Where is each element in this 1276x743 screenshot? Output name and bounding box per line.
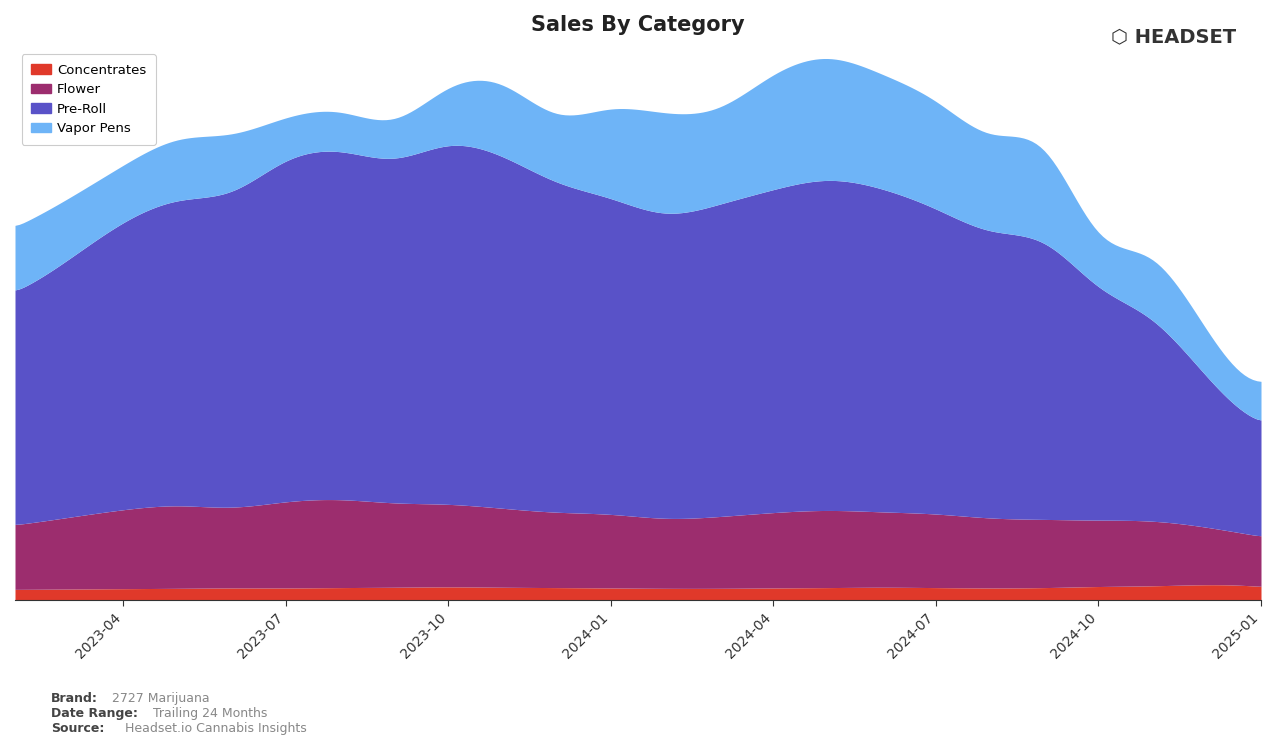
Text: 2727 Marijuana: 2727 Marijuana: [112, 692, 211, 705]
Legend: Concentrates, Flower, Pre-Roll, Vapor Pens: Concentrates, Flower, Pre-Roll, Vapor Pe…: [22, 54, 156, 145]
Text: Headset.io Cannabis Insights: Headset.io Cannabis Insights: [125, 722, 306, 735]
Text: Trailing 24 Months: Trailing 24 Months: [153, 707, 268, 720]
Title: Sales By Category: Sales By Category: [531, 15, 745, 35]
Text: Brand:: Brand:: [51, 692, 98, 705]
Text: Date Range:: Date Range:: [51, 707, 138, 720]
Text: ⬡ HEADSET: ⬡ HEADSET: [1111, 27, 1236, 47]
Text: Source:: Source:: [51, 722, 105, 735]
